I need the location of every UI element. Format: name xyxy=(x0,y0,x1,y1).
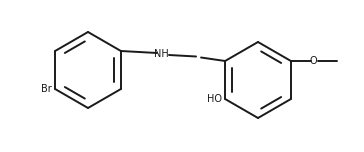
Text: NH: NH xyxy=(154,49,169,59)
Text: Br: Br xyxy=(41,84,52,94)
Text: HO: HO xyxy=(207,94,222,104)
Text: O: O xyxy=(309,56,317,66)
